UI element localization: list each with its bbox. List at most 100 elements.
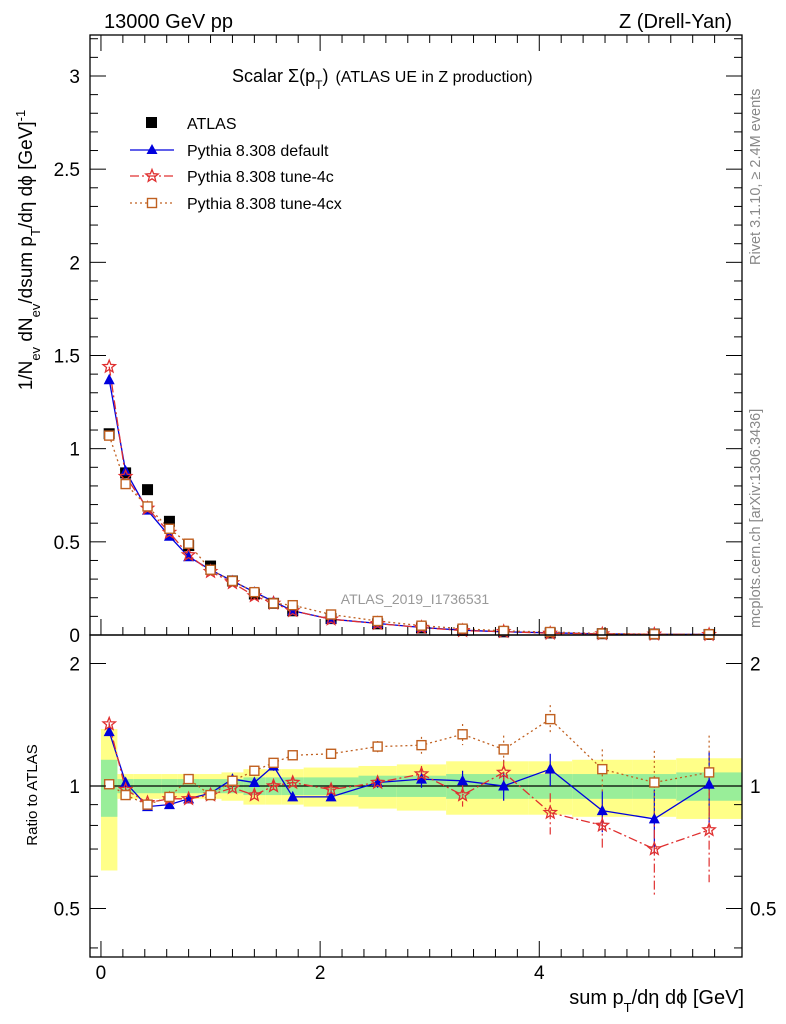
ratio-series-2-point: [227, 775, 238, 786]
ratio-y-tick-label-right: 2: [750, 655, 761, 676]
legend-label-atlas: ATLAS: [187, 116, 237, 133]
legend-marker-default: [146, 144, 158, 154]
ratio-y-tick-label-left: 0.5: [54, 899, 80, 920]
title-close: ): [323, 66, 329, 86]
main-plot-marks: [101, 358, 718, 642]
main-series-3-point: [416, 620, 427, 631]
main-series-3-point: [164, 523, 175, 534]
mcplots-label: mcplots.cern.ch [arXiv:1306.3436]: [748, 409, 764, 628]
ratio-series-2-point: [164, 791, 175, 803]
main-y-tick-label: 1.5: [54, 346, 80, 367]
main-series-0-point: [163, 515, 175, 527]
legend-label-tune-4c: Pythia 8.308 tune-4c: [187, 169, 334, 186]
x-tick-label: 0: [96, 963, 107, 984]
ratio-series-0-point: [163, 798, 175, 810]
ratio-series-0-point: [103, 725, 115, 737]
ratio-series-2-point: [325, 748, 337, 759]
title-sub: T: [315, 78, 323, 92]
ratio-series-1-point: [454, 786, 471, 802]
main-series-2-point: [180, 546, 197, 562]
main-series-3-point: [649, 628, 660, 640]
legend-marker-tune-4cx: [146, 197, 158, 209]
ratio-series-2-point: [205, 789, 216, 801]
axes: 0 0.5 1 1.5 2 2.5 3 0 2 4 0.5 0.5 1 1 2 2: [54, 35, 776, 984]
ratio-series-1-point: [323, 781, 340, 797]
legend-label-default: Pythia 8.308 default: [187, 143, 329, 160]
main-series-0-point: [142, 484, 154, 496]
main-y-tick-label: 2.5: [54, 160, 80, 181]
ratio-series-1-point: [646, 840, 663, 856]
ratio-series-1-point: [180, 790, 197, 806]
ratio-series-2-point: [597, 763, 608, 775]
ratio-series-1-point: [594, 817, 611, 833]
ratio-series-0-point: [544, 763, 556, 774]
ratio-ylabel: Ratio to ATLAS: [24, 744, 41, 845]
ratio-series-0-point: [648, 812, 660, 824]
main-series-3-point: [498, 625, 509, 637]
legend-marker-atlas: [146, 117, 157, 128]
main-series-3-point: [268, 598, 279, 609]
main-y-tick-label: 0: [69, 626, 80, 647]
ratio-series-1-point: [101, 715, 118, 731]
main-y-tick-label: 2: [69, 253, 80, 274]
main-series-3-point: [249, 586, 260, 598]
ratio-y-tick-label-right: 1: [750, 777, 761, 798]
ratio-series-2-point: [545, 713, 556, 725]
ratio-series-2-point: [703, 767, 715, 778]
ratio-series-0-point: [287, 790, 299, 802]
ratio-y-tick-label-right: 0.5: [750, 899, 776, 920]
main-series-3-point: [227, 575, 238, 587]
x-tick-label: 2: [315, 963, 326, 984]
main-ylabel: 1/Nev dNev/dsum pT/dη dϕ [GeV]-1: [13, 110, 43, 391]
ratio-series-1-point: [369, 774, 386, 790]
ratio-series-2-point: [103, 779, 115, 790]
ratio-series-2-point: [416, 739, 427, 751]
rivet-label: Rivet 3.1.10, ≥ 2.4M events: [748, 89, 764, 265]
ratio-series-2-point: [120, 789, 131, 801]
ratio-series-0-point: [457, 774, 469, 786]
main-series-3-point: [205, 564, 216, 575]
header-left: 13000 GeV pp: [104, 11, 233, 33]
ratio-series-2-point: [142, 799, 153, 810]
legend-label-tune-4cx: Pythia 8.308 tune-4cx: [187, 196, 342, 213]
legend-star-shape: [144, 167, 160, 183]
ratio-series-0-point: [703, 778, 715, 789]
ratio-series-0-point: [325, 790, 337, 802]
ratio-series-2-point: [498, 744, 509, 755]
ratio-series-1-point: [284, 774, 301, 790]
main-series-3-point: [183, 538, 194, 549]
ratio-y-tick-label-left: 1: [69, 777, 80, 798]
ratio-series-0-point: [248, 776, 260, 788]
ratio-series-1-point: [701, 821, 717, 837]
ratio-series-2-point: [287, 750, 298, 761]
xlabel-rest: /dη dϕ [GeV]: [632, 987, 744, 1009]
main-series-2-point: [101, 358, 118, 374]
ratio-series-2-point: [649, 777, 660, 788]
main-y-tick-label: 3: [69, 67, 80, 88]
main-series-3-point: [597, 628, 608, 639]
main-series-3-point: [120, 478, 131, 490]
ratio-series-2-point: [183, 773, 194, 785]
ratio-series-1-point: [542, 804, 559, 820]
xlabel-sub: T: [624, 1000, 632, 1015]
main-series-3-point: [457, 623, 468, 634]
ratio-series-1-point: [246, 786, 263, 802]
xlabel-main: sum p: [569, 987, 623, 1009]
main-series-3-point: [372, 615, 383, 627]
main-series-3-point: [103, 430, 115, 441]
main-series-3-point: [545, 626, 556, 638]
ratio-series-0-point: [498, 779, 510, 791]
main-series-1-point: [103, 373, 115, 385]
ratio-y-tick-label-left: 2: [69, 655, 80, 676]
ratio-panel-frame: [89, 634, 743, 958]
ratio-series-2-point: [249, 765, 260, 776]
analysis-watermark: ATLAS_2019_I1736531: [341, 591, 490, 607]
xlabel: sum pT/dη dϕ [GeV]: [569, 987, 744, 1015]
main-series-3-point: [703, 629, 715, 640]
ratio-series-2-point: [372, 741, 383, 752]
ratio-plot-marks: [101, 705, 717, 895]
header-right: Z (Drell-Yan): [619, 11, 732, 33]
legend-marker-tune-4c: [144, 167, 160, 183]
ratio-series-0-point: [415, 773, 427, 784]
